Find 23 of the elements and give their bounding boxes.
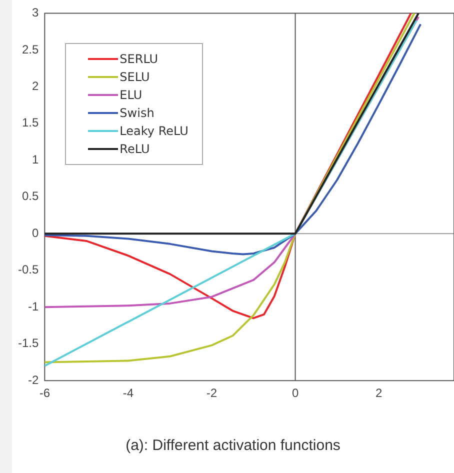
y-tick-label: -1.5: [18, 336, 39, 350]
legend-label: SELU: [120, 69, 150, 86]
y-tick-label: 3: [32, 6, 39, 20]
x-tick-label: -4: [122, 386, 134, 400]
y-tick-label: 2: [32, 78, 39, 93]
x-tick-label: -6: [39, 386, 50, 400]
y-tick-label: -1: [28, 299, 39, 314]
text: (a): Different activation functions: [126, 437, 340, 454]
y-tick-label: 1.5: [22, 116, 39, 130]
legend-label: ELU: [120, 87, 142, 104]
legend-label: ReLU: [120, 141, 150, 158]
y-tick-label: -2: [28, 372, 39, 387]
y-tick-label: 0.5: [22, 189, 39, 204]
y-tick-label: 2.5: [22, 42, 39, 56]
y-tick-label: -0.5: [18, 262, 39, 277]
legend-label: SERLU: [120, 51, 158, 68]
x-tick-label: 0: [292, 386, 299, 400]
y-tick-label: 0: [32, 226, 39, 240]
legend-label: Swish: [120, 105, 154, 122]
x-tick-label: -2: [206, 386, 218, 400]
legend-label: Leaky ReLU: [120, 123, 188, 140]
x-tick-label: 2: [375, 386, 382, 400]
y-tick-label: 1: [32, 152, 39, 166]
